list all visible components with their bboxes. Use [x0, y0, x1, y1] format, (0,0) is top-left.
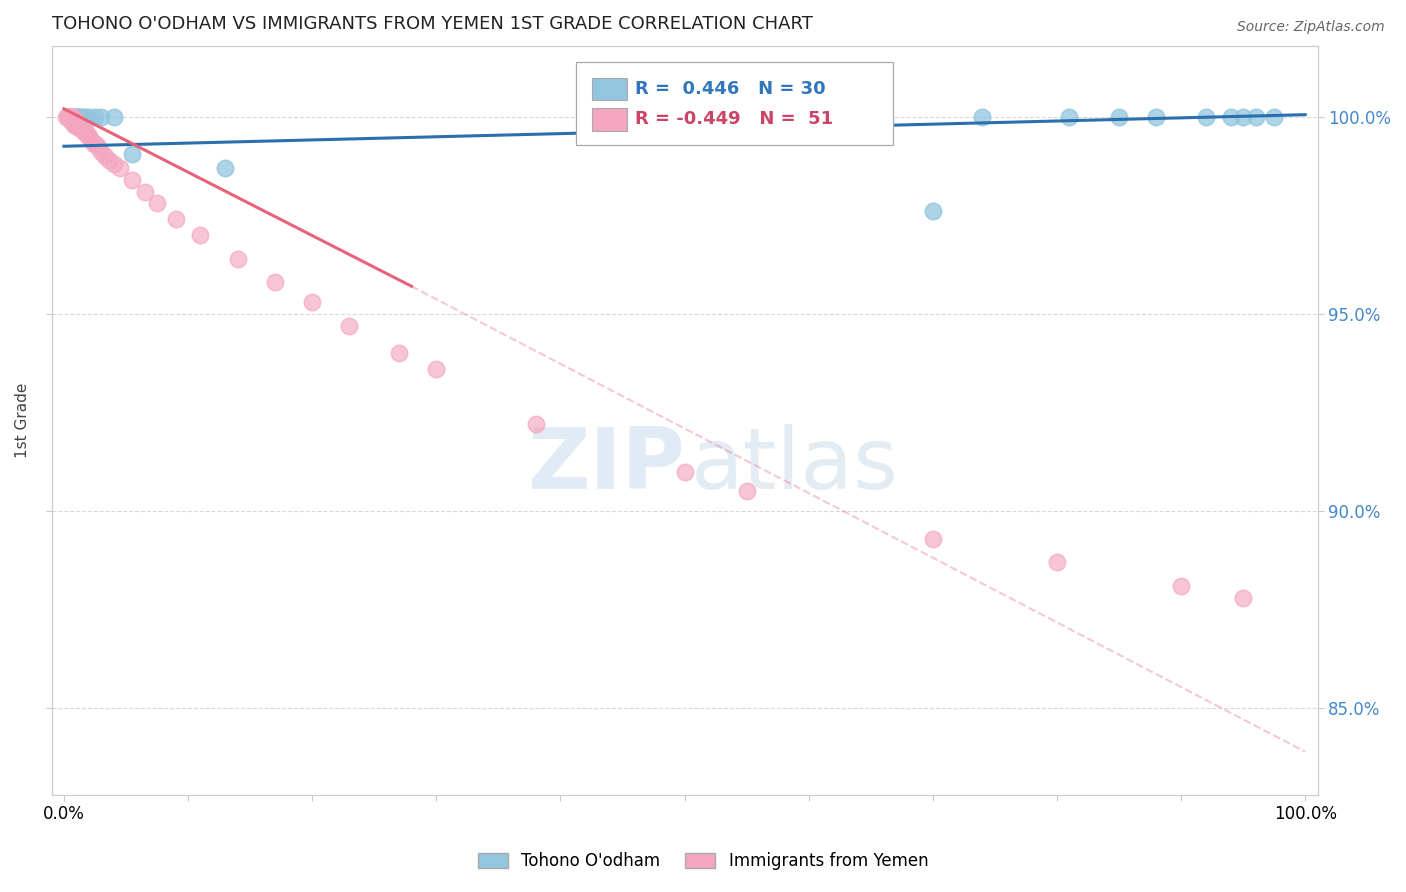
Point [103, 157, 125, 171]
Point [63, 118, 86, 132]
Point [1108, 110, 1130, 124]
Point [673, 465, 696, 479]
Point [62, 110, 84, 124]
Point [66, 118, 89, 132]
Point [1263, 110, 1285, 124]
Point [65, 118, 87, 132]
Point [66, 110, 89, 124]
Point [214, 161, 236, 175]
Point [1195, 110, 1218, 124]
Text: atlas: atlas [690, 424, 898, 507]
Point [735, 484, 758, 499]
Point [264, 276, 287, 290]
Y-axis label: 1st Grade: 1st Grade [15, 383, 30, 458]
Point [63, 110, 86, 124]
Point [1059, 110, 1081, 124]
Point [1244, 110, 1267, 124]
Text: R =  0.446   N = 30: R = 0.446 N = 30 [634, 80, 825, 98]
Point [87, 141, 110, 155]
Point [524, 417, 547, 432]
Point [60, 113, 83, 128]
Point [72, 110, 94, 124]
Point [60, 110, 83, 124]
Text: Source: ZipAtlas.com: Source: ZipAtlas.com [1237, 20, 1385, 34]
Point [65, 113, 87, 128]
Point [56, 110, 79, 124]
Point [339, 318, 361, 333]
Point [69, 110, 91, 124]
Point [121, 173, 143, 187]
Point [65, 110, 87, 124]
Point [1144, 110, 1167, 124]
Point [80, 133, 103, 147]
Point [84, 137, 107, 152]
Point [77, 110, 100, 124]
Point [63, 113, 86, 128]
Point [146, 196, 169, 211]
Point [56, 110, 79, 124]
Point [972, 110, 994, 124]
Text: ZIP: ZIP [527, 424, 685, 507]
Point [388, 346, 411, 360]
Point [84, 110, 107, 124]
Point [58, 110, 80, 124]
Point [134, 185, 156, 199]
Point [165, 212, 187, 227]
Point [921, 532, 943, 546]
Point [60, 110, 83, 124]
FancyBboxPatch shape [592, 78, 627, 100]
Point [94, 149, 117, 163]
Point [62, 113, 84, 128]
Point [67, 121, 90, 136]
Point [301, 295, 323, 310]
Point [69, 121, 91, 136]
Point [63, 118, 86, 132]
Point [73, 125, 96, 139]
Point [1232, 591, 1254, 605]
Point [59, 110, 82, 124]
Point [63, 110, 86, 124]
Point [83, 137, 105, 152]
Point [921, 204, 943, 219]
Point [823, 110, 845, 124]
Point [75, 125, 97, 139]
Point [90, 145, 112, 160]
Point [77, 129, 100, 144]
Text: TOHONO O'ODHAM VS IMMIGRANTS FROM YEMEN 1ST GRADE CORRELATION CHART: TOHONO O'ODHAM VS IMMIGRANTS FROM YEMEN … [52, 15, 813, 33]
Point [59, 110, 82, 124]
Text: R = -0.449   N =  51: R = -0.449 N = 51 [634, 111, 832, 128]
Legend: Tohono O'odham, Immigrants from Yemen: Tohono O'odham, Immigrants from Yemen [471, 846, 935, 877]
Point [425, 362, 447, 376]
Point [76, 129, 98, 144]
Point [72, 121, 94, 136]
Point [1170, 579, 1192, 593]
Point [55, 110, 77, 124]
Point [1046, 555, 1069, 569]
Point [121, 147, 143, 161]
Point [190, 227, 212, 242]
Point [73, 125, 96, 139]
Point [63, 113, 86, 128]
Point [90, 110, 112, 124]
Point [62, 110, 84, 124]
Point [67, 110, 90, 124]
Point [1232, 110, 1254, 124]
FancyBboxPatch shape [592, 108, 627, 130]
Point [1219, 110, 1241, 124]
Point [103, 110, 125, 124]
Point [108, 161, 131, 175]
Point [735, 110, 758, 124]
Point [70, 121, 93, 136]
Point [97, 153, 120, 167]
Point [226, 252, 249, 266]
Point [73, 110, 96, 124]
